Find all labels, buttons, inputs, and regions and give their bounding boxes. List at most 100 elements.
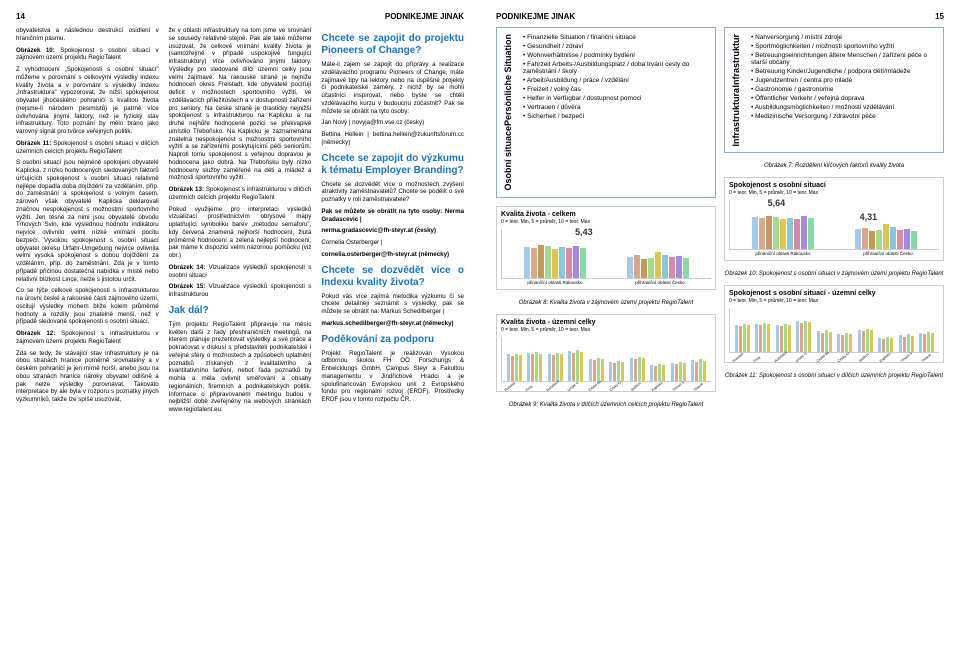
box-item: • Freizeit / volný čas <box>523 86 709 93</box>
box-items: • Nahversorgung / místní zdroje• Sportmö… <box>747 34 937 146</box>
bar <box>883 224 889 249</box>
header-title: PODNIKEJME JINAK <box>385 12 464 21</box>
info-box-infra: Infrastruktur Infrastruktura • Nahversor… <box>724 27 944 153</box>
section-title: Chcete se zapojit do výzkumu k tématu Em… <box>321 153 464 177</box>
bar <box>862 331 865 352</box>
bar <box>648 258 654 278</box>
bar <box>609 362 612 381</box>
fig-ref: Obrázek 12: <box>16 330 55 337</box>
bar <box>580 248 586 278</box>
bar <box>545 246 551 278</box>
column-3: Chcete se zapojit do projektu Pioneers o… <box>321 27 464 418</box>
bar <box>695 362 698 381</box>
chart-sub: 0 = teor. Min, 5 = průměr, 10 = teor. Ma… <box>501 327 711 333</box>
box-item: • Sportmöglichkeiten / možnosti sportovn… <box>751 43 937 50</box>
bar <box>669 257 675 278</box>
bar <box>817 331 820 352</box>
bar <box>752 217 758 249</box>
bar <box>699 359 702 380</box>
bar <box>552 355 555 380</box>
bar <box>613 363 616 381</box>
box-label-de: Persönliche Situation <box>503 34 513 126</box>
bar-chart: 5,43 <box>501 229 711 279</box>
bar <box>796 321 799 352</box>
right-page: PODNIKEJME JINAK 15 Persönliche Situatio… <box>480 0 960 652</box>
bar <box>904 229 910 250</box>
bar <box>763 323 766 352</box>
page-num-left: 14 <box>16 12 25 21</box>
box-items: • Finanzielle Situation / finanční situa… <box>519 34 709 191</box>
bar <box>927 332 930 352</box>
bar <box>855 229 861 249</box>
bar <box>804 321 807 353</box>
box-item: • Gastronomie / gastronomie <box>751 86 937 93</box>
chart-8: Kvalita života - celkem 0 = teor. Min, 5… <box>496 206 716 290</box>
bar <box>630 358 633 381</box>
bar <box>671 363 674 381</box>
bar <box>886 337 889 352</box>
bar <box>683 258 689 278</box>
caption: Obrázek 11: Spokojenost s osobní situací… <box>724 373 944 379</box>
bar <box>903 337 906 352</box>
bar <box>787 218 793 250</box>
bar <box>568 351 571 380</box>
text: Pokud vás více zajímá metodika výzkumu č… <box>321 293 464 316</box>
box-item: • Wohnverhältnisse / podmínky bydlení <box>523 52 709 59</box>
bar <box>531 354 534 380</box>
bar <box>862 228 868 250</box>
bar <box>597 358 600 381</box>
fig-ref: Obrázek 13: <box>169 186 204 193</box>
bar <box>784 324 787 352</box>
bar <box>676 256 682 278</box>
caption: Obrázek 9: Kvalita života v dílčích územ… <box>496 402 716 408</box>
box-item: • Betreuung Kinder/Jugendliche / podpora… <box>751 68 937 75</box>
bar <box>845 333 848 352</box>
caption: Obrázek 10: Spokojenost s osobní situací… <box>724 271 944 277</box>
axis-label: přinaniční oblasti Rakousko <box>527 280 582 285</box>
box-item: • Vertrauen / důvěra <box>523 104 709 111</box>
contact: markus.schedilberger@fh-steyr.at (německ… <box>321 320 453 327</box>
info-box-personal: Persönliche Situation Osobní situace • F… <box>496 27 716 198</box>
bar <box>878 338 881 352</box>
bar <box>593 360 596 380</box>
bar <box>617 361 620 381</box>
header-title-r: PODNIKEJME JINAK <box>496 12 575 21</box>
bar <box>866 329 869 352</box>
box-item: • Helfer in Verfügbar / dostupnost pomoc… <box>523 95 709 102</box>
bar <box>882 339 885 352</box>
chart-value: 5,64 <box>768 198 786 208</box>
bar <box>580 352 583 381</box>
box-item: • Öffentlicher Verkehr / veřejná doprava <box>751 95 937 102</box>
chart-sub: 0 = teor. Min, 5 = průměr, 10 = teor. Ma… <box>729 190 939 196</box>
axis-label: přinaniční oblasti Rakousko <box>755 251 810 256</box>
text: Co se týče celkové spokojenosti s infras… <box>16 287 159 326</box>
bar <box>507 354 510 380</box>
bar <box>566 248 572 278</box>
chart-title: Kvalita života - územní celky <box>501 319 711 326</box>
left-page: 14 PODNIKEJME JINAK obyvatelstva a násle… <box>0 0 480 652</box>
bar <box>662 255 668 278</box>
bar-chart <box>501 337 711 382</box>
bar <box>539 354 542 381</box>
contact: Bettina Hellein | bettina.hellein@zukunf… <box>321 131 464 147</box>
bar <box>808 218 814 249</box>
bar <box>572 353 575 381</box>
bar <box>766 216 772 250</box>
text: Chcete se dozvědět více o možnostech zvý… <box>321 181 464 204</box>
bar <box>524 247 530 278</box>
text: obyvatelstva a následnou destrukcí osídl… <box>16 27 159 43</box>
bar <box>641 259 647 278</box>
contact: Cornelia Osterberger | <box>321 239 464 247</box>
bar <box>560 354 563 380</box>
axis-label: přihraniční oblasti Česko <box>635 280 684 285</box>
bar <box>735 325 738 352</box>
chart-sub: 0 = teor. Min, 5 = průměr, 10 = teor. Ma… <box>729 298 939 304</box>
bar <box>655 252 661 278</box>
bar-chart: 5,64 4,31 <box>729 200 939 250</box>
bar <box>573 246 579 278</box>
bar <box>552 249 558 278</box>
bar <box>890 227 896 249</box>
fig-ref: Obrázek 14: <box>169 264 206 271</box>
box-label-cz: Infrastruktura <box>731 88 741 147</box>
text: Zdá se tedy, že stávající stav infrastru… <box>16 350 159 404</box>
